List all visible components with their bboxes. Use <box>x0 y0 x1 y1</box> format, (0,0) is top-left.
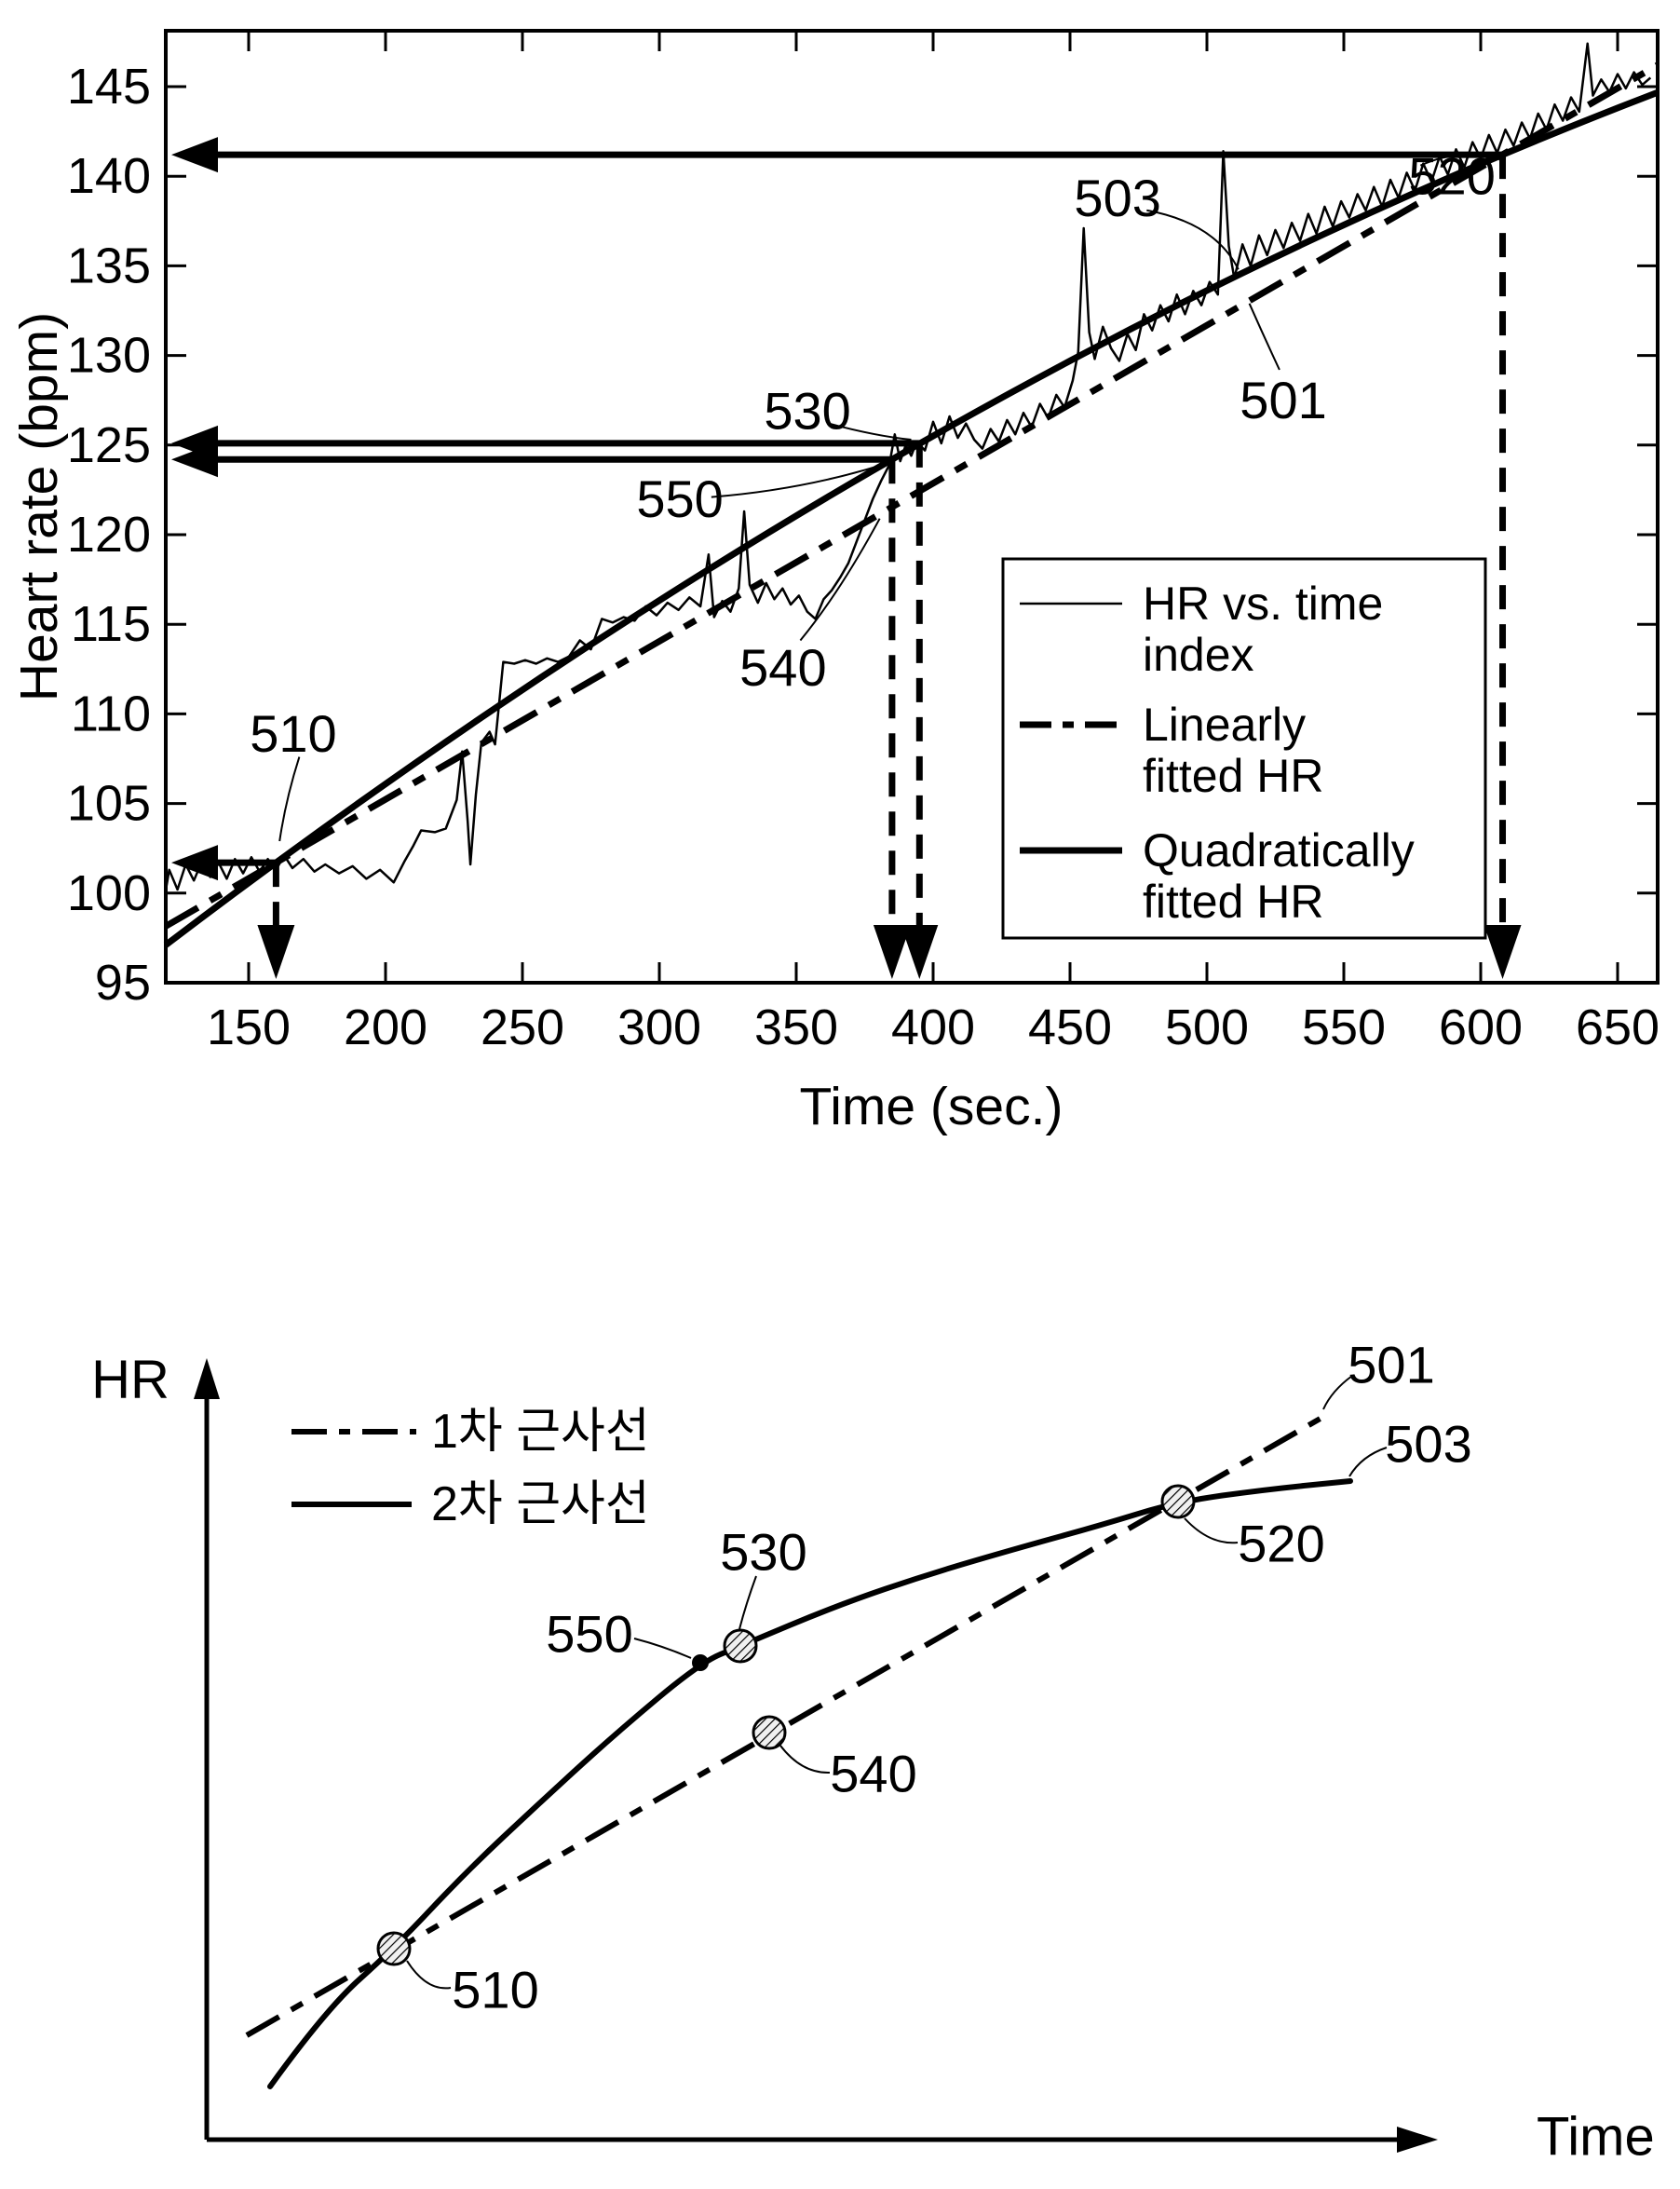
y-tick-label: 125 <box>67 417 151 473</box>
hr-chart-canvas: 150 200 250 300 350 400 450 500 550 600 650 95 100 10… <box>9 29 1660 1136</box>
callout-label-520: 520 <box>1408 147 1495 206</box>
y-axis-title: Heart rate (bpm) <box>9 312 69 701</box>
legend-label: fitted HR <box>1143 876 1324 928</box>
y-tick-label: 130 <box>67 328 151 384</box>
x-tick-label: 500 <box>1165 999 1249 1055</box>
legend-label: Quadratically <box>1143 824 1415 877</box>
y-tick-label: 115 <box>71 596 151 652</box>
legend-label: index <box>1143 629 1254 681</box>
callout-label-520: 520 <box>1238 1515 1324 1573</box>
x-tick-label: 550 <box>1302 999 1386 1055</box>
y-tick-label: 140 <box>67 148 151 204</box>
x-tick-label: 600 <box>1439 999 1523 1055</box>
x-tick-label: 450 <box>1028 999 1112 1055</box>
hr-readout-arrowhead-530 <box>171 425 218 461</box>
point-510 <box>376 1931 412 1966</box>
callout-leader-520 <box>1419 154 1491 167</box>
callout-label-540: 540 <box>739 638 826 697</box>
callout-label-503: 503 <box>1385 1415 1471 1474</box>
time-readout-arrowhead-530 <box>901 925 939 979</box>
callout-label-540: 540 <box>830 1745 916 1803</box>
x-tick-label: 650 <box>1576 999 1660 1055</box>
callout-leader-530 <box>829 422 912 442</box>
callout-label-510: 510 <box>250 704 336 763</box>
point-540 <box>752 1715 787 1750</box>
x-axis-arrowhead <box>1397 2127 1438 2153</box>
legend-label: Linearly <box>1143 699 1306 751</box>
callout-leader-550 <box>711 464 883 498</box>
point-530 <box>723 1628 758 1664</box>
time-readout-arrowhead-520 <box>1484 925 1522 979</box>
callout-label-550: 550 <box>546 1605 632 1664</box>
y-tick-label: 110 <box>71 686 151 741</box>
y-tick-label: 145 <box>67 59 151 115</box>
x-tick-label: 350 <box>754 999 838 1055</box>
callout-leader-510 <box>406 1960 452 1990</box>
callout-leader-503 <box>1348 1447 1388 1477</box>
quadratic-approx-curve <box>267 1478 1353 2089</box>
callout-label-510: 510 <box>452 1961 538 2019</box>
callout-leader-501 <box>1248 303 1280 371</box>
legend-label: fitted HR <box>1143 750 1324 802</box>
callout-leader-501 <box>1322 1375 1353 1410</box>
hr-axis-label: HR <box>91 1350 169 1410</box>
x-tick-label: 150 <box>207 999 291 1055</box>
y-tick-label: 95 <box>95 955 151 1011</box>
linear-fit-line <box>164 61 1660 930</box>
point-520 <box>1160 1484 1196 1519</box>
callout-label-550: 550 <box>636 469 723 528</box>
callout-leader-540 <box>799 518 881 642</box>
time-axis-label: Time <box>1537 2107 1655 2168</box>
callout-leader-503 <box>1146 209 1240 270</box>
callout-leader-540 <box>779 1745 831 1774</box>
x-tick-label: 200 <box>344 999 427 1055</box>
x-tick-label: 250 <box>481 999 564 1055</box>
callout-label-530: 530 <box>764 382 850 441</box>
time-readout-arrowhead-510 <box>257 925 295 979</box>
point-550 <box>692 1654 709 1671</box>
legend-label: HR vs. time <box>1143 578 1383 630</box>
y-tick-label: 105 <box>67 776 151 832</box>
y-tick-label: 100 <box>67 865 151 921</box>
callout-leader-550 <box>633 1638 692 1659</box>
callout-label-501: 501 <box>1348 1336 1434 1394</box>
plot-border <box>164 29 1660 985</box>
legend-box <box>1001 557 1487 940</box>
y-tick-label: 135 <box>67 238 151 293</box>
callout-leader-520 <box>1184 1517 1239 1544</box>
hr-readout-arrowhead-520 <box>171 137 218 173</box>
callout-label-530: 530 <box>720 1523 806 1582</box>
callout-label-501: 501 <box>1240 371 1326 429</box>
linear-approx-line <box>245 1410 1332 2038</box>
legend-label-korean: 2차 근사선 <box>431 1477 650 1531</box>
hr-vs-time-chart: 150 200 250 300 350 400 450 500 550 600 650 95 100 10… <box>9 29 1660 1136</box>
callout-leader-530 <box>738 1575 757 1630</box>
hr-schematic-canvas: HR Time 1차 근사선 2차 근사선 510 550 530 540 520 501 503 <box>91 1336 1655 2168</box>
y-axis-arrowhead <box>194 1358 220 1399</box>
x-axis-title: Time (sec.) <box>800 1077 1064 1136</box>
legend-label-korean: 1차 근사선 <box>431 1405 650 1459</box>
quadratic-fit-line <box>163 89 1660 948</box>
time-readout-arrowhead-550 <box>873 925 911 979</box>
hr-schematic-diagram: HR Time 1차 근사선 2차 근사선 510 550 530 540 520 501 503 <box>0 1258 1680 2189</box>
x-tick-label: 300 <box>617 999 701 1055</box>
callout-leader-510 <box>278 756 301 842</box>
callout-label-503: 503 <box>1074 169 1160 227</box>
y-tick-label: 120 <box>67 507 151 563</box>
hr-readout-arrowhead-510 <box>171 845 218 881</box>
x-tick-label: 400 <box>891 999 975 1055</box>
